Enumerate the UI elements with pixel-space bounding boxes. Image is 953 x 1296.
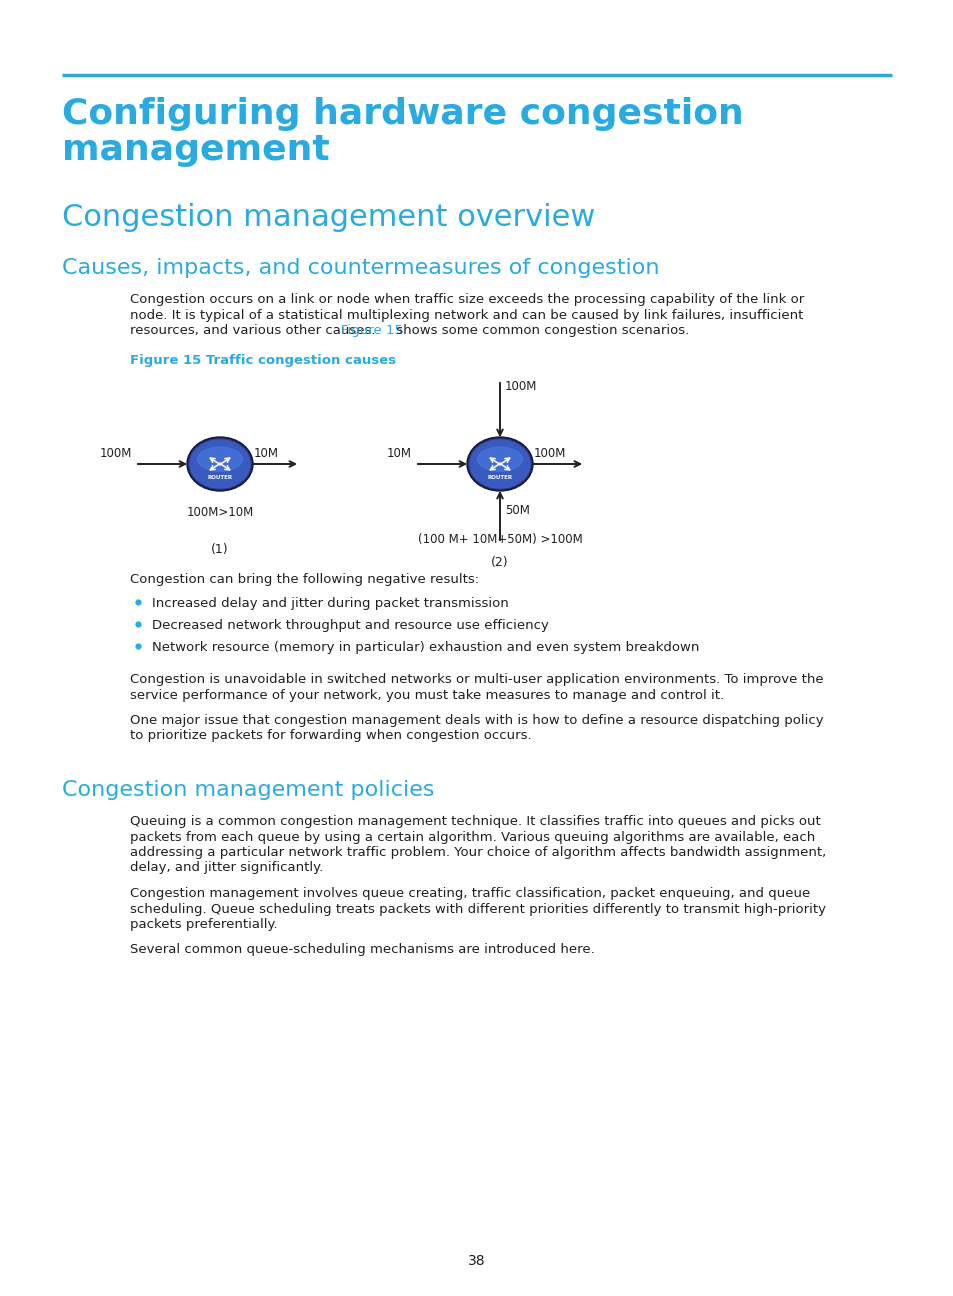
Ellipse shape (197, 447, 242, 472)
Text: ROUTER: ROUTER (207, 474, 233, 480)
Text: scheduling. Queue scheduling treats packets with different priorities differentl: scheduling. Queue scheduling treats pack… (130, 902, 825, 915)
Text: (1): (1) (211, 543, 229, 556)
Text: 10M: 10M (253, 447, 278, 460)
Text: 100M>10M: 100M>10M (186, 505, 253, 518)
Text: Causes, impacts, and countermeasures of congestion: Causes, impacts, and countermeasures of … (62, 258, 659, 279)
Text: Congestion can bring the following negative results:: Congestion can bring the following negat… (130, 573, 478, 586)
Text: resources, and various other causes.: resources, and various other causes. (130, 324, 379, 337)
Text: Several common queue-scheduling mechanisms are introduced here.: Several common queue-scheduling mechanis… (130, 943, 594, 956)
Text: packets preferentially.: packets preferentially. (130, 918, 277, 931)
Text: Congestion management involves queue creating, traffic classification, packet en: Congestion management involves queue cre… (130, 886, 809, 899)
Text: Figure 15 Traffic congestion causes: Figure 15 Traffic congestion causes (130, 354, 395, 367)
Text: addressing a particular network traffic problem. Your choice of algorithm affect: addressing a particular network traffic … (130, 846, 825, 859)
Text: ROUTER: ROUTER (487, 474, 512, 480)
Text: management: management (62, 133, 330, 167)
Text: Congestion occurs on a link or node when traffic size exceeds the processing cap: Congestion occurs on a link or node when… (130, 293, 803, 306)
Text: packets from each queue by using a certain algorithm. Various queuing algorithms: packets from each queue by using a certa… (130, 831, 815, 844)
Text: service performance of your network, you must take measures to manage and contro: service performance of your network, you… (130, 688, 723, 701)
Text: 100M: 100M (534, 447, 566, 460)
Text: (2): (2) (491, 556, 508, 569)
Text: Congestion management policies: Congestion management policies (62, 780, 434, 800)
Text: Increased delay and jitter during packet transmission: Increased delay and jitter during packet… (152, 597, 508, 610)
Text: to prioritize packets for forwarding when congestion occurs.: to prioritize packets for forwarding whe… (130, 730, 531, 743)
Text: Figure 15: Figure 15 (340, 324, 402, 337)
Text: 100M: 100M (99, 447, 132, 460)
Text: delay, and jitter significantly.: delay, and jitter significantly. (130, 862, 323, 875)
Text: 10M: 10M (387, 447, 412, 460)
Text: (100 M+ 10M+50M) >100M: (100 M+ 10M+50M) >100M (417, 533, 581, 546)
Text: Congestion management overview: Congestion management overview (62, 203, 595, 232)
Ellipse shape (189, 439, 251, 489)
Text: One major issue that congestion management deals with is how to define a resourc: One major issue that congestion manageme… (130, 714, 822, 727)
Text: shows some common congestion scenarios.: shows some common congestion scenarios. (392, 324, 689, 337)
Text: 100M: 100M (504, 380, 537, 393)
Text: Congestion is unavoidable in switched networks or multi-user application environ: Congestion is unavoidable in switched ne… (130, 673, 822, 686)
Ellipse shape (477, 447, 522, 472)
Ellipse shape (187, 437, 253, 491)
Text: node. It is typical of a statistical multiplexing network and can be caused by l: node. It is typical of a statistical mul… (130, 308, 802, 321)
Text: 38: 38 (468, 1255, 485, 1267)
Text: Queuing is a common congestion management technique. It classifies traffic into : Queuing is a common congestion managemen… (130, 815, 820, 828)
Ellipse shape (470, 441, 530, 489)
Ellipse shape (469, 439, 531, 489)
Text: Decreased network throughput and resource use efficiency: Decreased network throughput and resourc… (152, 619, 548, 632)
Ellipse shape (467, 437, 533, 491)
Text: Configuring hardware congestion: Configuring hardware congestion (62, 97, 743, 131)
Text: 50M: 50M (504, 504, 529, 517)
Text: Network resource (memory in particular) exhaustion and even system breakdown: Network resource (memory in particular) … (152, 642, 699, 654)
Ellipse shape (190, 441, 250, 489)
